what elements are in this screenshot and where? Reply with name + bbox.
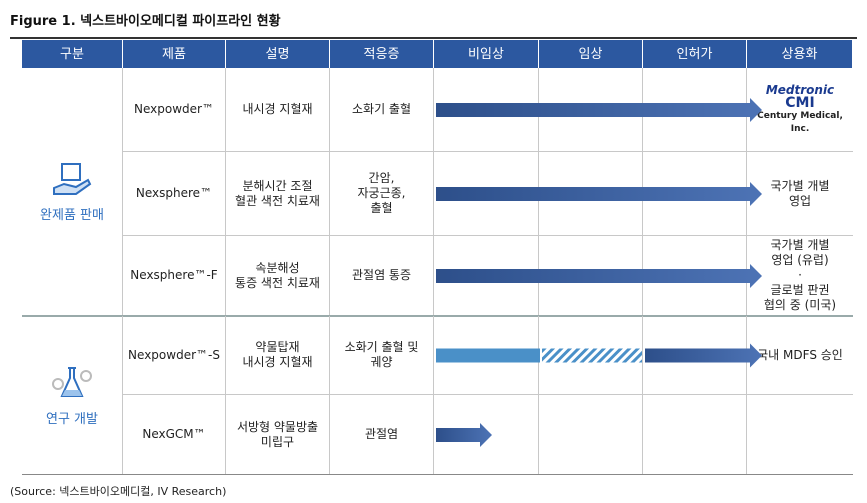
header-cell: 임상 <box>539 40 643 68</box>
product-cell: Nexsphere™-F <box>123 236 226 316</box>
indication-cell: 소화기 출혈 및 궤양 <box>330 316 434 395</box>
stage-cell <box>539 236 643 316</box>
top-border <box>10 37 857 39</box>
stage-cell <box>434 395 539 475</box>
logo-text: Century Medical, Inc. <box>757 110 843 134</box>
header-cell: 설명 <box>226 40 330 68</box>
product-cell: NexGCM™ <box>123 395 226 475</box>
stage-cell <box>434 152 539 236</box>
group-cell: 연구 개발 <box>22 316 123 475</box>
product-cell: Nexpowder™ <box>123 68 226 152</box>
indication-cell: 소화기 출혈 <box>330 68 434 152</box>
header-cell: 상용화 <box>747 40 853 68</box>
stage-cell <box>539 316 643 395</box>
stage-cell <box>539 68 643 152</box>
header-cell: 제품 <box>123 40 226 68</box>
stage-cell <box>643 152 747 236</box>
stage-cell <box>539 395 643 475</box>
description-cell: 내시경 지혈재 <box>226 68 330 152</box>
header-cell: 구분 <box>22 40 123 68</box>
commercial-cell: 국내 MDFS 승인 <box>747 316 853 395</box>
product-cell: Nexpowder™-S <box>123 316 226 395</box>
figure-title: Figure 1. 넥스트바이오메디컬 파이프라인 현황 <box>10 14 281 29</box>
stage-cell <box>643 316 747 395</box>
group-separator <box>22 315 853 317</box>
description-cell: 약물탑재 내시경 지혈재 <box>226 316 330 395</box>
commercial-cell: Medtronic CMI Century Medical, Inc. <box>747 68 853 152</box>
stage-cell <box>539 152 643 236</box>
stage-cell <box>434 236 539 316</box>
stage-cell <box>643 236 747 316</box>
description-cell: 속분해성 통증 색전 치료재 <box>226 236 330 316</box>
commercial-cell <box>747 395 853 475</box>
group-cell: 완제품 판매 <box>22 68 123 316</box>
logo-text: Medtronic <box>765 82 835 97</box>
commercial-cell: 국가별 개별 영업 (유럽) · 글로벌 판권 협의 중 (미국) <box>747 236 853 316</box>
indication-cell: 관절염 <box>330 395 434 475</box>
header-cell: 인허가 <box>643 40 747 68</box>
group-icon <box>52 366 92 397</box>
group-icon <box>53 163 92 195</box>
stage-cell <box>643 68 747 152</box>
commercial-cell: 국가별 개별 영업 <box>747 152 853 236</box>
logo-text: CMI <box>785 94 815 111</box>
indication-cell: 관절염 통증 <box>330 236 434 316</box>
table-bottom-border <box>22 474 853 475</box>
stage-cell <box>643 395 747 475</box>
description-cell: 분해시간 조절 혈관 색전 치료재 <box>226 152 330 236</box>
stage-cell <box>434 316 539 395</box>
group-name: 완제품 판매 <box>40 208 104 223</box>
indication-cell: 간암, 자궁근종, 출혈 <box>330 152 434 236</box>
header-cell: 비임상 <box>434 40 539 68</box>
product-cell: Nexsphere™ <box>123 152 226 236</box>
stage-cell <box>434 68 539 152</box>
header-cell: 적응증 <box>330 40 434 68</box>
description-cell: 서방형 약물방출 미립구 <box>226 395 330 475</box>
group-name: 연구 개발 <box>46 411 98 427</box>
source-note: (Source: 넥스트바이오메디컬, IV Research) <box>10 485 227 498</box>
